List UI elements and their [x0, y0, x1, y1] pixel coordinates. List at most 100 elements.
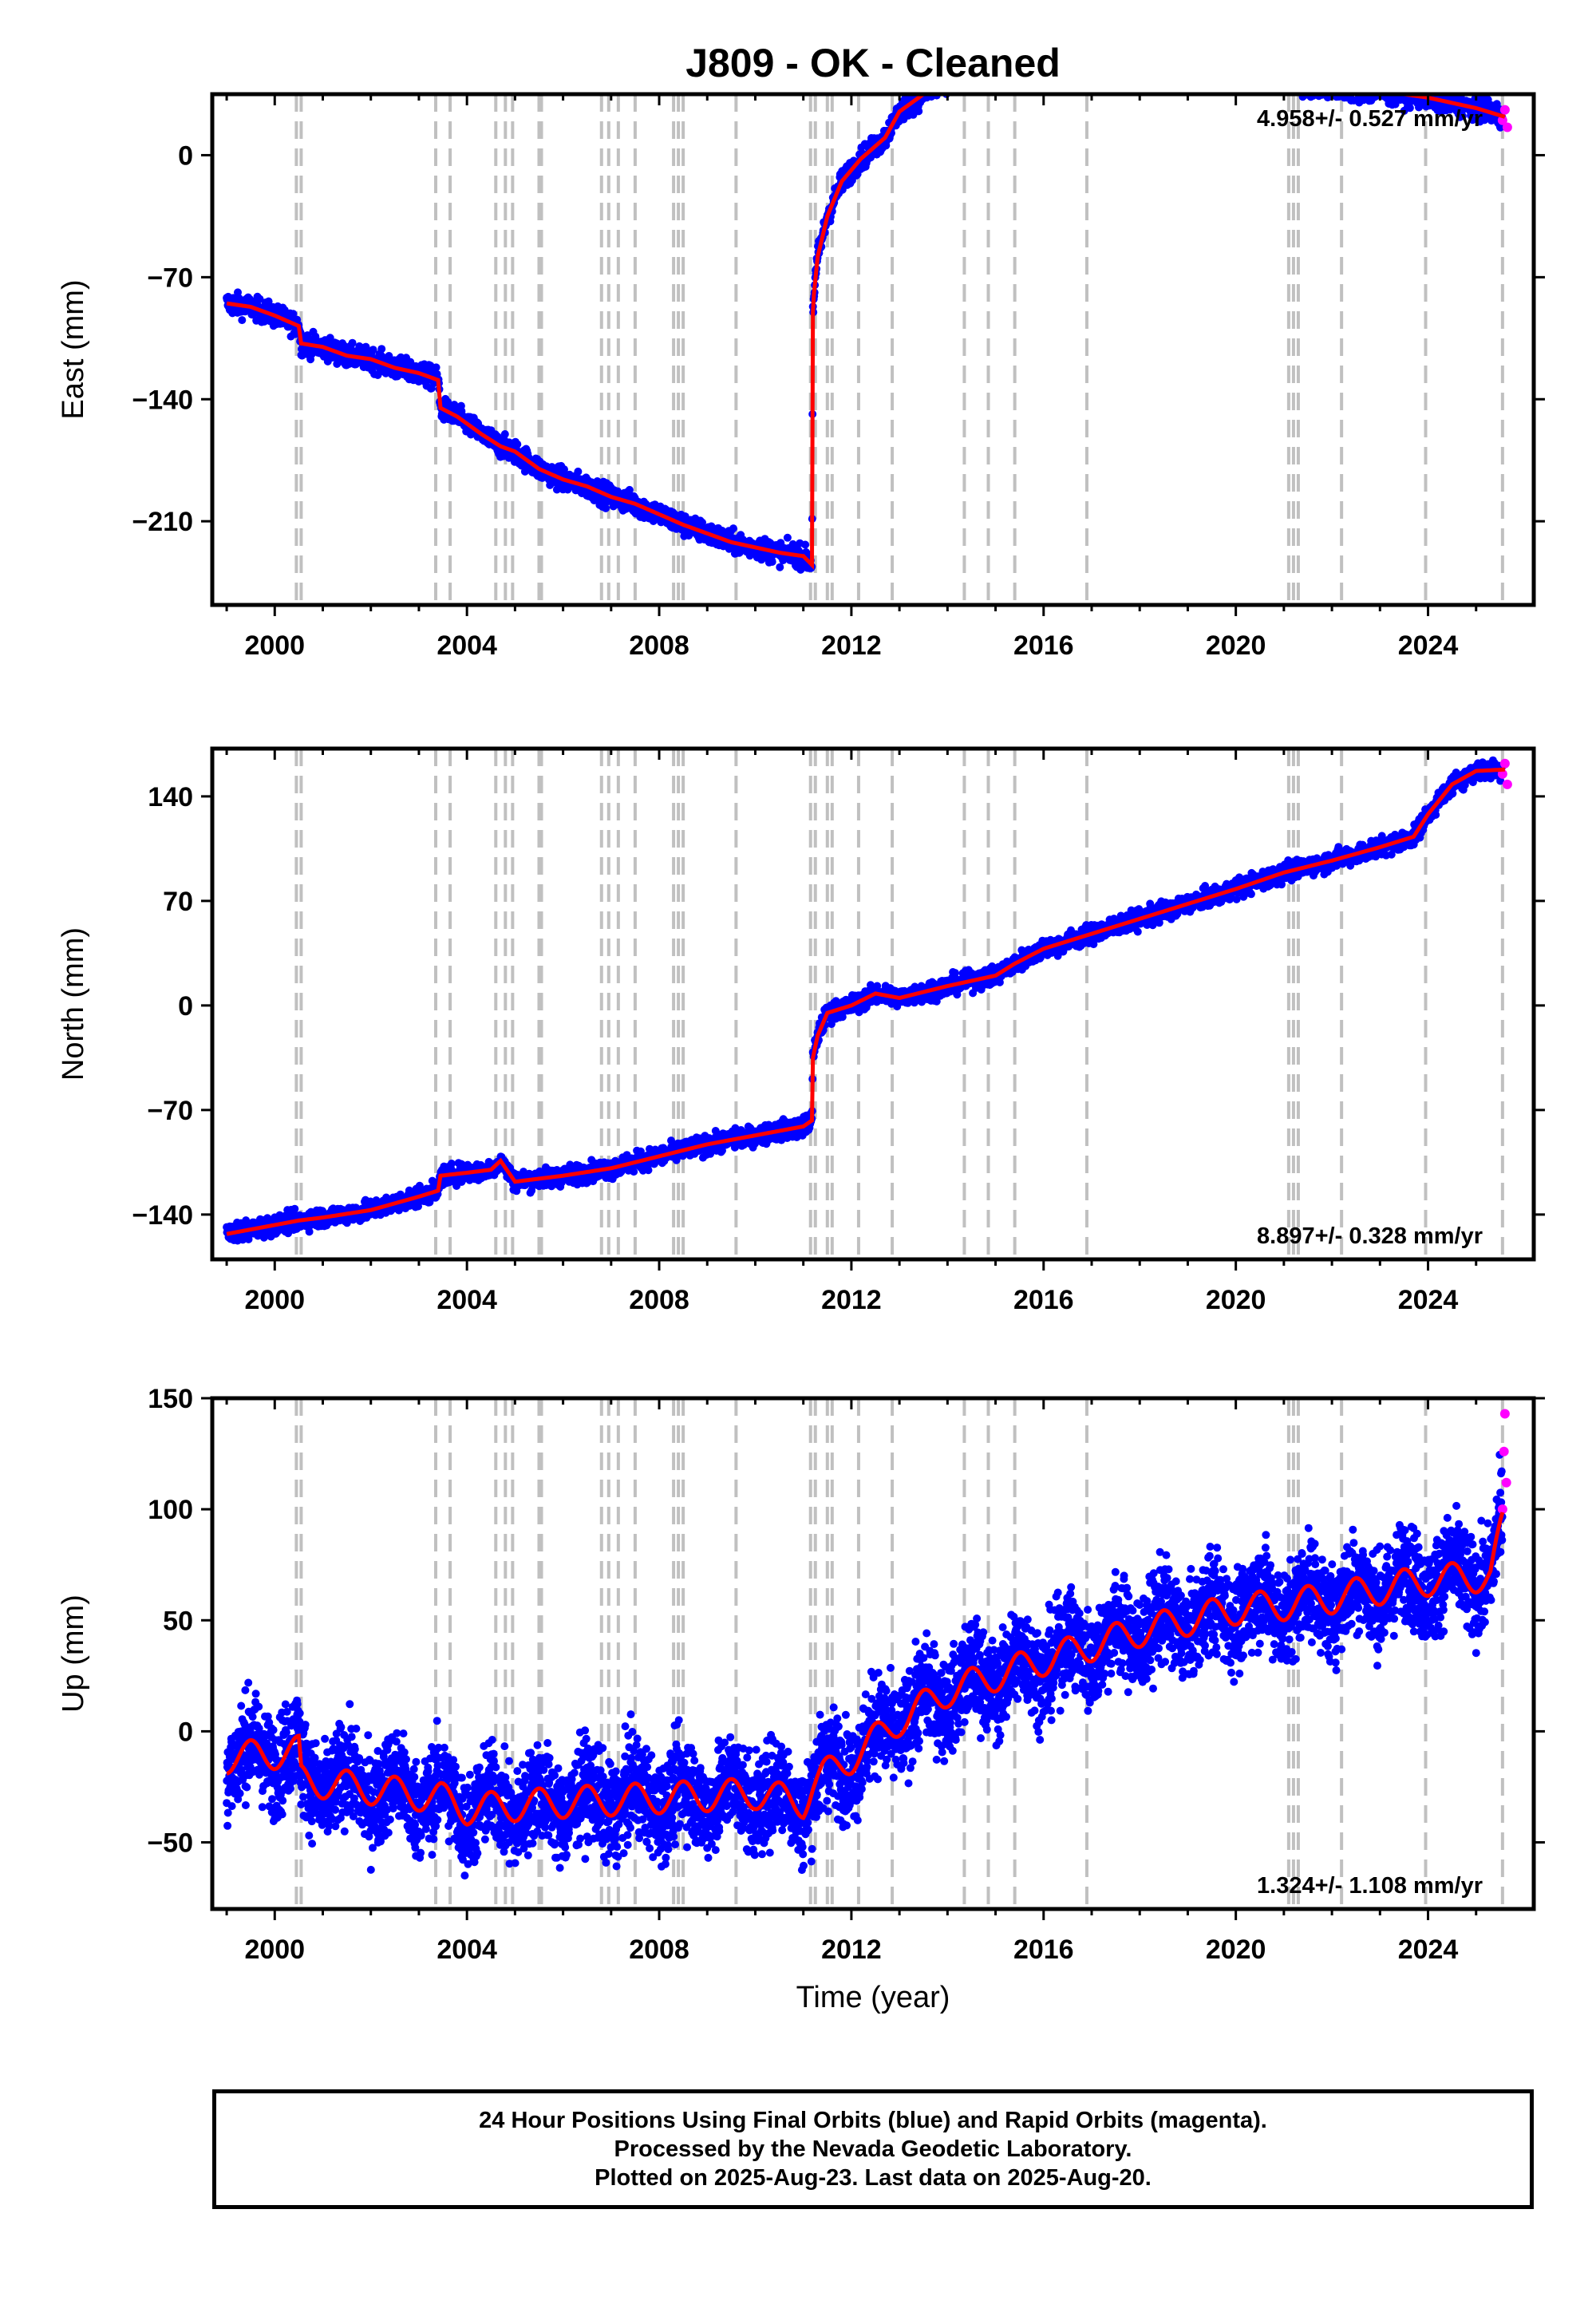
data-point [1061, 53, 1069, 61]
data-point [1207, 64, 1215, 72]
data-point [1116, 58, 1124, 66]
data-point [1069, 49, 1077, 57]
data-point [1102, 47, 1110, 55]
data-point [602, 504, 610, 512]
data-point [1245, 68, 1253, 76]
data-point [1105, 51, 1113, 59]
data-point [1191, 65, 1199, 73]
data-point [1071, 57, 1079, 65]
data-point [1073, 45, 1081, 53]
data-point [1388, 79, 1396, 87]
data-point [1143, 62, 1151, 70]
data-point [1118, 49, 1126, 57]
data-point [1269, 74, 1277, 82]
data-point [935, 85, 943, 93]
plot-area [223, 42, 1512, 605]
data-point [1247, 73, 1255, 81]
data-point [1271, 76, 1279, 84]
data-point [1062, 50, 1070, 58]
data-point [1158, 72, 1166, 80]
data-point [1162, 67, 1170, 75]
data-point [1283, 74, 1291, 82]
data-point [1373, 83, 1381, 91]
data-point [1178, 67, 1186, 75]
data-point [1080, 56, 1088, 64]
data-point [1252, 69, 1260, 77]
data-point [1340, 82, 1348, 90]
data-point [1242, 65, 1250, 73]
data-point [1295, 83, 1303, 91]
data-point [1096, 42, 1104, 50]
data-point [1278, 83, 1286, 91]
data-point [1213, 69, 1221, 77]
data-point [1125, 58, 1133, 66]
data-point [1271, 73, 1279, 81]
data-point [1190, 64, 1198, 72]
data-point [1211, 60, 1219, 68]
data-point [1255, 74, 1263, 82]
data-point [1192, 73, 1200, 81]
data-point [1341, 77, 1349, 85]
data-point [1388, 82, 1396, 90]
data-point [1250, 76, 1258, 84]
data-point [1361, 81, 1369, 89]
data-point [1186, 64, 1194, 72]
data-point [1111, 53, 1119, 61]
data-point [447, 1160, 456, 1168]
data-point [1081, 55, 1089, 63]
data-point [1297, 80, 1305, 88]
data-point [1250, 74, 1258, 82]
data-point [1239, 80, 1247, 88]
data-point [1194, 69, 1202, 77]
data-point [1274, 84, 1282, 92]
data-point [1167, 56, 1175, 64]
data-point [1305, 85, 1313, 93]
data-point [1288, 81, 1296, 89]
data-point [560, 465, 568, 474]
data-point [1225, 72, 1233, 80]
data-point [1176, 63, 1184, 71]
data-point [1104, 51, 1112, 59]
data-point [1331, 85, 1339, 93]
data-point [1190, 67, 1198, 75]
data-point [1060, 58, 1068, 66]
data-point [1086, 49, 1094, 57]
data-point [1277, 81, 1285, 89]
data-point [1219, 67, 1227, 75]
y-tick-label: −140 [132, 385, 193, 415]
data-point [348, 338, 357, 347]
data-point [1209, 76, 1217, 84]
data-point [1112, 57, 1120, 65]
data-point [1309, 78, 1317, 86]
data-point [1075, 60, 1083, 68]
data-point [1336, 81, 1344, 89]
x-tick-label: 2012 [821, 630, 882, 661]
data-point [1263, 76, 1271, 84]
data-point [1171, 61, 1179, 69]
data-point [1246, 79, 1254, 87]
data-point [1246, 72, 1254, 80]
data-point [1367, 81, 1375, 89]
data-point [1164, 59, 1172, 67]
data-point [1267, 79, 1275, 87]
data-point [1154, 60, 1162, 68]
data-point [1317, 79, 1325, 87]
data-point [1287, 79, 1295, 87]
data-point [1235, 58, 1243, 66]
data-point [1122, 49, 1130, 57]
data-point [1168, 57, 1176, 65]
data-point [1215, 69, 1223, 77]
data-point [1242, 79, 1250, 87]
data-point [1139, 60, 1147, 68]
data-point [1131, 48, 1139, 56]
data-point [1432, 81, 1440, 89]
data-point [290, 1204, 299, 1213]
data-point [1306, 85, 1314, 93]
data-point [1228, 69, 1236, 77]
data-point [1235, 75, 1242, 83]
data-point [1073, 48, 1080, 56]
data-point [1425, 82, 1433, 90]
data-point [1353, 85, 1361, 93]
data-point [1135, 65, 1143, 73]
data-point [1241, 73, 1249, 81]
